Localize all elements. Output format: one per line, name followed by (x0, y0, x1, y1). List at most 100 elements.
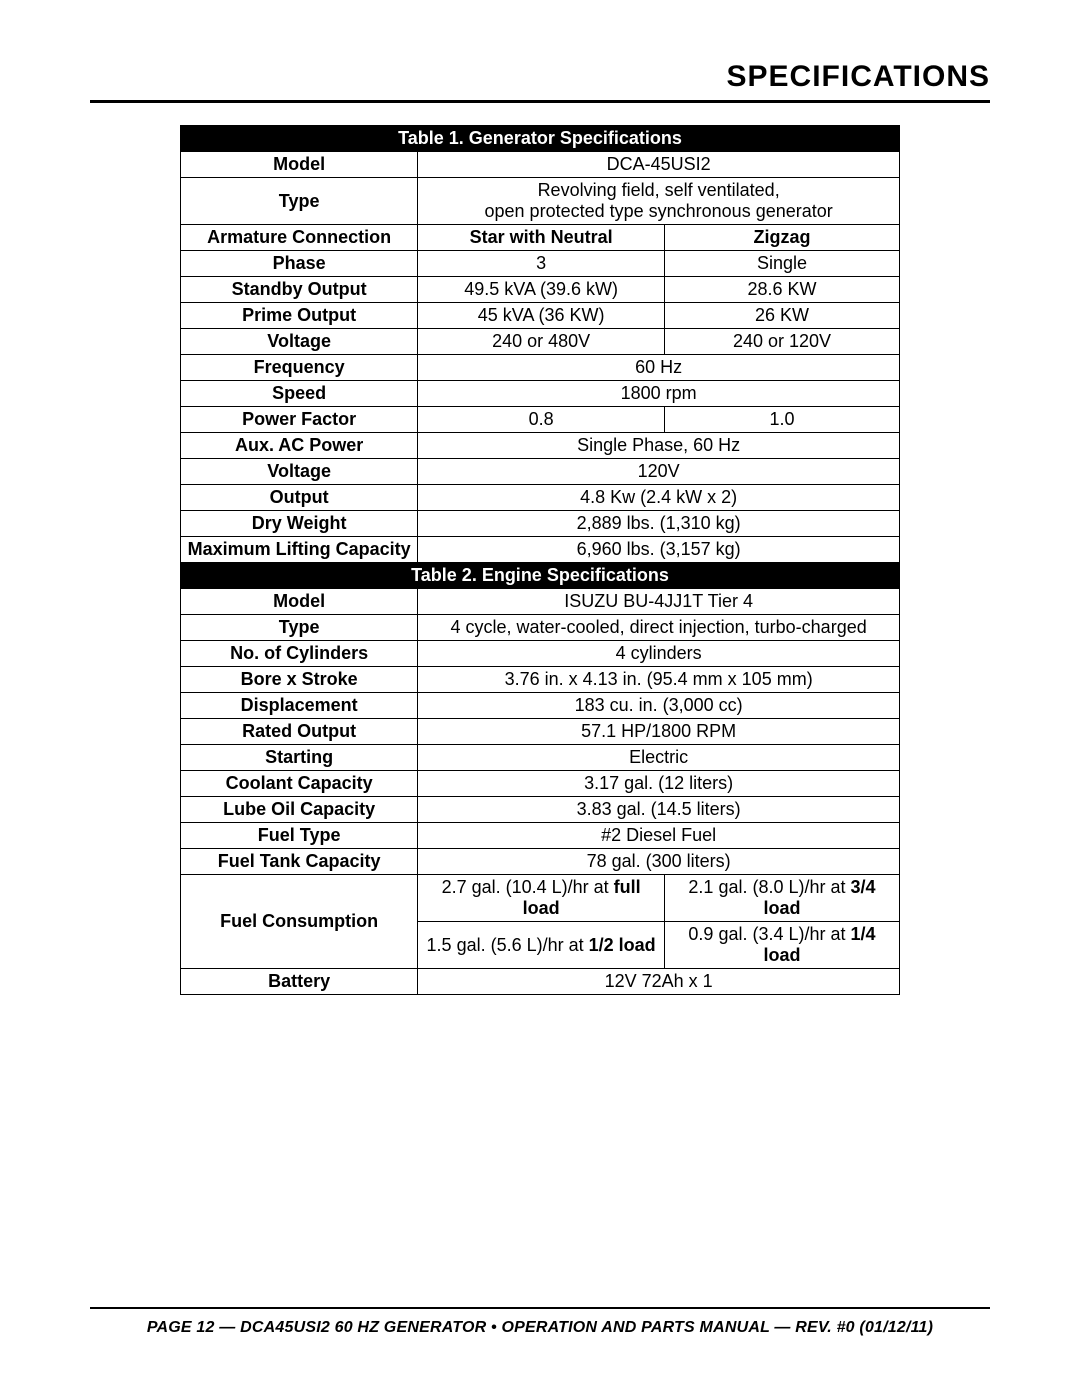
page-title: SPECIFICATIONS (90, 60, 990, 94)
spec-value: 2.7 gal. (10.4 L)/hr at full load (418, 875, 665, 922)
spec-value: 6,960 lbs. (3,157 kg) (418, 537, 900, 563)
table1-header: Table 1. Generator Specifications (181, 126, 900, 152)
table-row: Type Revolving field, self ventilated, o… (181, 178, 900, 225)
spec-label: Fuel Consumption (181, 875, 418, 969)
type-line1: Revolving field, self ventilated, (538, 180, 780, 200)
spec-label: Speed (181, 381, 418, 407)
spec-label: No. of Cylinders (181, 641, 418, 667)
spec-value: 1800 rpm (418, 381, 900, 407)
spec-value: 240 or 120V (664, 329, 899, 355)
table-row: Voltage 120V (181, 459, 900, 485)
spec-label: Model (181, 589, 418, 615)
spec-label: Output (181, 485, 418, 511)
table-row: Coolant Capacity 3.17 gal. (12 liters) (181, 771, 900, 797)
table-row: Fuel Consumption 2.7 gal. (10.4 L)/hr at… (181, 875, 900, 922)
divider-bottom (90, 1307, 990, 1309)
spec-value: 12V 72Ah x 1 (418, 969, 900, 995)
spec-label: Dry Weight (181, 511, 418, 537)
table-row: Type 4 cycle, water-cooled, direct injec… (181, 615, 900, 641)
table-row: Fuel Type #2 Diesel Fuel (181, 823, 900, 849)
spec-value: ISUZU BU-4JJ1T Tier 4 (418, 589, 900, 615)
page-footer: PAGE 12 — DCA45USI2 60 HZ GENERATOR • OP… (90, 1319, 990, 1337)
spec-value: 120V (418, 459, 900, 485)
table-row: Displacement 183 cu. in. (3,000 cc) (181, 693, 900, 719)
spec-value: #2 Diesel Fuel (418, 823, 900, 849)
spec-label: Displacement (181, 693, 418, 719)
specifications-table: Table 1. Generator Specifications Model … (180, 125, 900, 995)
spec-value: 240 or 480V (418, 329, 665, 355)
spec-label: Phase (181, 251, 418, 277)
spec-value: Single (664, 251, 899, 277)
spec-value: 57.1 HP/1800 RPM (418, 719, 900, 745)
table-row: Phase 3 Single (181, 251, 900, 277)
spec-value: 45 kVA (36 KW) (418, 303, 665, 329)
spec-label: Starting (181, 745, 418, 771)
spec-value: Zigzag (664, 225, 899, 251)
spec-value: 4 cylinders (418, 641, 900, 667)
table-row: Bore x Stroke 3.76 in. x 4.13 in. (95.4 … (181, 667, 900, 693)
spec-label: Aux. AC Power (181, 433, 418, 459)
table-row: Dry Weight 2,889 lbs. (1,310 kg) (181, 511, 900, 537)
table-row: Lube Oil Capacity 3.83 gal. (14.5 liters… (181, 797, 900, 823)
table-row: Maximum Lifting Capacity 6,960 lbs. (3,1… (181, 537, 900, 563)
spec-value: 78 gal. (300 liters) (418, 849, 900, 875)
spec-label: Bore x Stroke (181, 667, 418, 693)
spec-label: Type (181, 178, 418, 225)
spec-label: Rated Output (181, 719, 418, 745)
spec-value: 26 KW (664, 303, 899, 329)
spec-label: Standby Output (181, 277, 418, 303)
spec-value: 3 (418, 251, 665, 277)
spec-label: Power Factor (181, 407, 418, 433)
table-row: Model DCA-45USI2 (181, 152, 900, 178)
table-row: Battery 12V 72Ah x 1 (181, 969, 900, 995)
spec-value: 4.8 Kw (2.4 kW x 2) (418, 485, 900, 511)
table-row: Starting Electric (181, 745, 900, 771)
spec-value: 183 cu. in. (3,000 cc) (418, 693, 900, 719)
spec-label: Model (181, 152, 418, 178)
spec-value: Revolving field, self ventilated, open p… (418, 178, 900, 225)
spec-value: 2.1 gal. (8.0 L)/hr at 3/4 load (664, 875, 899, 922)
spec-label: Voltage (181, 459, 418, 485)
table-row: Voltage 240 or 480V 240 or 120V (181, 329, 900, 355)
spec-label: Frequency (181, 355, 418, 381)
table-row: No. of Cylinders 4 cylinders (181, 641, 900, 667)
spec-value: 4 cycle, water-cooled, direct injection,… (418, 615, 900, 641)
spec-value: 1.5 gal. (5.6 L)/hr at 1/2 load (418, 922, 665, 969)
table-row: Aux. AC Power Single Phase, 60 Hz (181, 433, 900, 459)
spec-value: 3.83 gal. (14.5 liters) (418, 797, 900, 823)
spec-value: 0.9 gal. (3.4 L)/hr at 1/4 load (664, 922, 899, 969)
table-row: Model ISUZU BU-4JJ1T Tier 4 (181, 589, 900, 615)
table-row: Speed 1800 rpm (181, 381, 900, 407)
table-row: Fuel Tank Capacity 78 gal. (300 liters) (181, 849, 900, 875)
spec-value: DCA-45USI2 (418, 152, 900, 178)
spec-value: 49.5 kVA (39.6 kW) (418, 277, 665, 303)
spec-label: Type (181, 615, 418, 641)
table2-header: Table 2. Engine Specifications (181, 563, 900, 589)
spec-label: Coolant Capacity (181, 771, 418, 797)
spec-label: Fuel Type (181, 823, 418, 849)
table-row: Rated Output 57.1 HP/1800 RPM (181, 719, 900, 745)
type-line2: open protected type synchronous generato… (485, 201, 833, 221)
spec-label: Prime Output (181, 303, 418, 329)
spec-value: 60 Hz (418, 355, 900, 381)
spec-label: Lube Oil Capacity (181, 797, 418, 823)
spec-value: Star with Neutral (418, 225, 665, 251)
spec-value: 1.0 (664, 407, 899, 433)
divider-top (90, 100, 990, 103)
table-row: Frequency 60 Hz (181, 355, 900, 381)
spec-value: 28.6 KW (664, 277, 899, 303)
spec-label: Fuel Tank Capacity (181, 849, 418, 875)
table-row: Standby Output 49.5 kVA (39.6 kW) 28.6 K… (181, 277, 900, 303)
spec-value: 0.8 (418, 407, 665, 433)
spec-label: Armature Connection (181, 225, 418, 251)
table-row: Power Factor 0.8 1.0 (181, 407, 900, 433)
spec-value: 3.76 in. x 4.13 in. (95.4 mm x 105 mm) (418, 667, 900, 693)
table-row: Output 4.8 Kw (2.4 kW x 2) (181, 485, 900, 511)
spec-value: Single Phase, 60 Hz (418, 433, 900, 459)
spec-value: 3.17 gal. (12 liters) (418, 771, 900, 797)
spec-label: Maximum Lifting Capacity (181, 537, 418, 563)
table-row: Armature Connection Star with Neutral Zi… (181, 225, 900, 251)
table-row: Prime Output 45 kVA (36 KW) 26 KW (181, 303, 900, 329)
spec-label: Voltage (181, 329, 418, 355)
spec-value: Electric (418, 745, 900, 771)
